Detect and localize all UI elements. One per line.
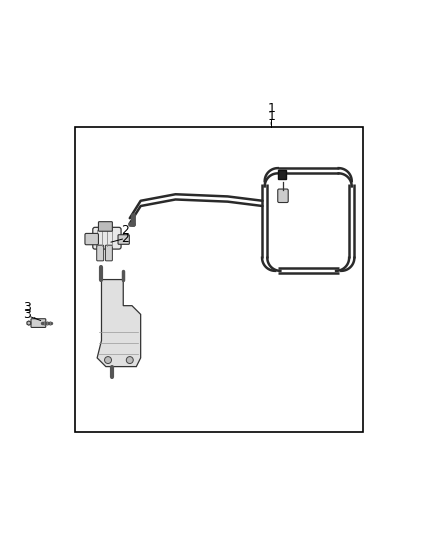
Text: 2: 2 [121, 232, 129, 245]
FancyBboxPatch shape [99, 222, 113, 231]
Text: 1: 1 [267, 102, 275, 115]
Text: 3: 3 [24, 301, 32, 314]
Circle shape [126, 357, 133, 364]
FancyBboxPatch shape [93, 228, 121, 249]
FancyBboxPatch shape [118, 235, 129, 244]
Text: 3: 3 [24, 308, 32, 321]
FancyBboxPatch shape [106, 245, 113, 261]
Text: 1: 1 [267, 110, 275, 123]
Polygon shape [27, 321, 31, 325]
FancyBboxPatch shape [85, 233, 99, 245]
FancyBboxPatch shape [31, 319, 46, 327]
FancyBboxPatch shape [278, 189, 288, 203]
Bar [75, 127, 363, 432]
Text: 2: 2 [121, 224, 129, 237]
FancyBboxPatch shape [97, 245, 104, 261]
Circle shape [105, 357, 112, 364]
Bar [278, 170, 286, 180]
Polygon shape [97, 279, 141, 367]
